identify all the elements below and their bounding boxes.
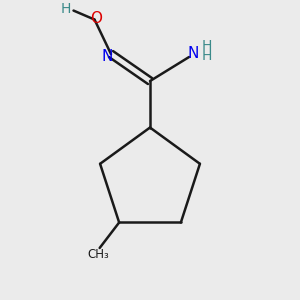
Text: N: N [102, 49, 113, 64]
Text: H: H [201, 39, 212, 53]
Text: H: H [61, 2, 71, 16]
Text: N: N [188, 46, 199, 61]
Text: CH₃: CH₃ [87, 248, 109, 261]
Text: H: H [202, 49, 212, 63]
Text: O: O [90, 11, 102, 26]
